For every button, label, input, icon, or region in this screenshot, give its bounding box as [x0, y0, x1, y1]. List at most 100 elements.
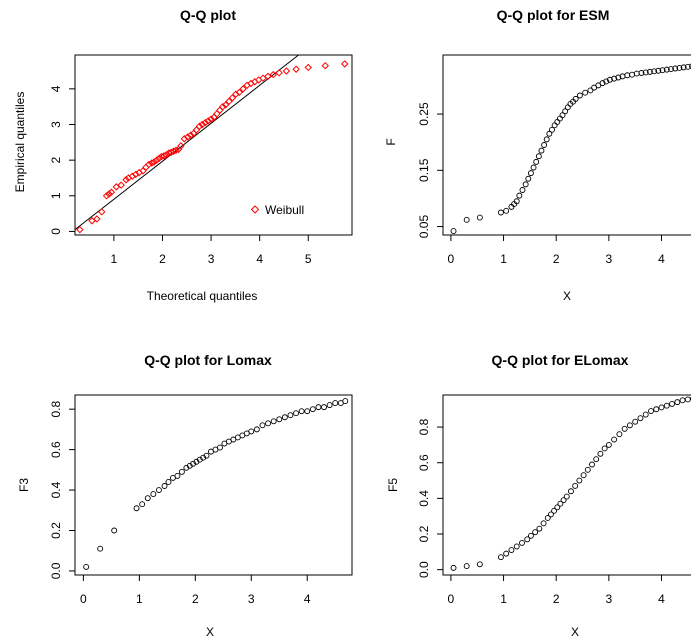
data-point — [533, 158, 540, 165]
data-point — [275, 69, 283, 77]
x-axis-label: X — [571, 625, 579, 639]
chart-title: Q-Q plot for Lomax — [144, 352, 272, 368]
data-point — [513, 543, 520, 550]
data-point — [326, 402, 333, 409]
data-point — [269, 70, 277, 79]
data-point — [450, 228, 457, 235]
data-point — [672, 65, 679, 72]
data-point — [155, 154, 163, 163]
data-point — [508, 547, 515, 553]
data-point — [621, 425, 628, 432]
data-point — [198, 120, 207, 129]
data-point — [576, 92, 583, 99]
y-tick-label: 0.2 — [49, 522, 63, 539]
data-point — [601, 445, 608, 452]
data-point — [450, 564, 457, 571]
x-ticks: 0 1 2 3 4 — [80, 575, 311, 606]
x-ticks: 0 1 2 3 4 — [448, 235, 665, 266]
data-point — [551, 507, 558, 514]
legend-label: Weibull — [265, 203, 304, 217]
y-tick-label: 0.6 — [49, 441, 63, 458]
data-point — [540, 520, 547, 527]
data-point — [270, 418, 277, 425]
x-tick-label: 1 — [136, 592, 143, 606]
y-tick-label: 1 — [49, 192, 63, 199]
data-point — [93, 215, 101, 223]
data-point — [298, 408, 305, 415]
data-point — [606, 76, 613, 83]
data-point — [564, 104, 571, 111]
x-tick-label: 0 — [448, 252, 455, 266]
data-point — [341, 60, 349, 68]
y-tick-label: 0 — [49, 228, 63, 235]
data-point — [177, 142, 185, 150]
data-point — [315, 404, 322, 411]
data-point — [144, 495, 151, 502]
y-tick-label: 4 — [49, 85, 63, 92]
y-tick-label: 0.2 — [417, 525, 431, 542]
x-tick-label: 2 — [553, 592, 560, 606]
data-point — [651, 68, 658, 75]
data-point — [111, 527, 118, 534]
data-point — [172, 146, 180, 154]
data-point — [562, 108, 569, 115]
data-point — [624, 72, 631, 79]
data-point — [513, 198, 520, 205]
data-point — [567, 488, 574, 495]
data-point — [655, 67, 662, 74]
data-point — [83, 563, 90, 570]
data-point — [167, 148, 175, 157]
data-point — [559, 112, 566, 119]
x-tick-label: 1 — [111, 252, 118, 266]
data-point — [580, 472, 587, 479]
data-point — [139, 501, 146, 508]
x-tick-label: 2 — [553, 252, 560, 266]
data-point — [216, 444, 223, 451]
plot-frame — [74, 54, 353, 236]
data-point — [527, 170, 534, 177]
data-point — [572, 95, 579, 102]
data-point — [556, 115, 563, 122]
data-point — [463, 216, 470, 223]
y-axis-label: F5 — [386, 478, 400, 492]
data-point — [219, 102, 227, 111]
y-tick-label: 0.0 — [49, 562, 63, 579]
data-point — [659, 67, 666, 74]
data-point — [663, 402, 670, 409]
data-point — [292, 65, 300, 73]
data-point — [150, 158, 158, 166]
y-axis-label: Empirical quantiles — [13, 92, 27, 193]
y-ticks: 0 1 2 3 4 — [49, 85, 75, 235]
data-point — [603, 78, 610, 85]
x-tick-label: 3 — [208, 252, 215, 266]
x-axis-label: X — [563, 289, 571, 303]
data-point — [503, 550, 510, 557]
data-point — [611, 436, 618, 443]
data-point — [557, 500, 564, 507]
y-axis-label: F — [384, 138, 398, 145]
x-tick-label: 0 — [80, 592, 87, 606]
data-point — [281, 414, 288, 421]
data-point — [204, 117, 212, 125]
data-point — [646, 68, 653, 75]
data-point — [560, 497, 567, 504]
data-point — [207, 115, 215, 123]
data-point — [228, 94, 237, 102]
data-point — [648, 408, 654, 414]
data-point — [663, 66, 670, 73]
x-tick-label: 2 — [159, 252, 166, 266]
data-point — [544, 515, 551, 521]
data-point — [287, 412, 294, 419]
data-point — [524, 536, 531, 543]
data-point — [642, 69, 649, 76]
data-point — [527, 532, 534, 539]
data-point — [102, 192, 111, 200]
y-tick-label: 0.0 — [417, 561, 431, 578]
data-point — [503, 207, 510, 214]
legend: Weibull — [250, 203, 304, 217]
data-point — [684, 63, 691, 70]
data-point — [342, 398, 349, 405]
x-axis-label: Theoretical quantiles — [147, 289, 258, 303]
data-point — [582, 89, 589, 96]
data-points — [83, 398, 349, 570]
